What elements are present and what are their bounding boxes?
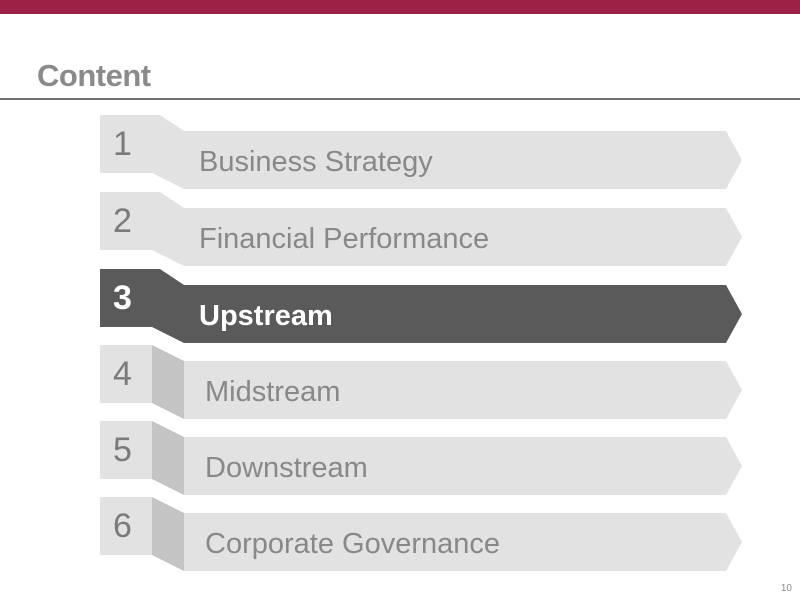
agenda-number-box [100,345,152,403]
agenda-fold [152,269,184,343]
slide-title: Content [37,58,151,93]
agenda-number: 3 [113,279,132,317]
agenda-number-box [100,269,152,327]
agenda-label: Downstream [205,452,368,484]
agenda-number: 2 [113,202,132,240]
agenda-number: 5 [113,431,132,469]
agenda-arrow-tile [184,513,742,571]
agenda-fold [152,345,184,419]
agenda-number-box [100,192,152,250]
title-divider [0,98,800,100]
agenda-number-box [100,115,152,173]
agenda-fold [152,192,184,266]
agenda-number-box [100,497,152,555]
agenda-arrow-tile [184,208,742,266]
agenda-fold [152,497,184,571]
agenda-arrow-tile [184,361,742,419]
agenda-fold [152,115,184,189]
agenda-number-box [100,421,152,479]
agenda-arrow-tile [184,131,742,189]
agenda-arrow-tile [184,285,742,343]
agenda-fold [152,421,184,495]
page-number: 10 [780,583,792,594]
agenda-label: Upstream [199,300,333,332]
agenda-number: 1 [113,125,132,163]
agenda-label: Midstream [205,376,341,408]
agenda-label: Corporate Governance [205,528,500,560]
agenda-number: 6 [113,507,132,545]
agenda-label: Financial Performance [199,223,490,255]
agenda-label: Business Strategy [199,146,433,178]
top-accent-bar [0,0,800,14]
agenda-number: 4 [113,355,132,393]
agenda-arrow-tile [184,437,742,495]
